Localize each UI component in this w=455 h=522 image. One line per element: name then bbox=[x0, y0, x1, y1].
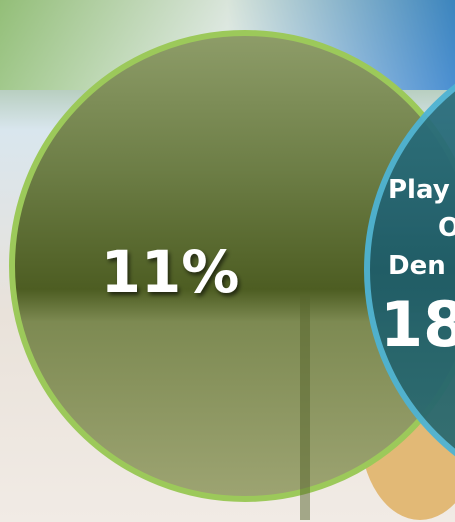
circle-text: O bbox=[438, 213, 455, 243]
page: 11% Play O Den 18 (() => { const data = … bbox=[0, 0, 455, 522]
circle-text: Den bbox=[388, 251, 446, 281]
background-shape bbox=[300, 295, 310, 520]
circle-text: Play bbox=[388, 175, 450, 205]
percent-label: 11% bbox=[101, 238, 240, 306]
infographic: 11% Play O Den 18 bbox=[0, 0, 455, 522]
percent-label: 18 bbox=[380, 288, 455, 361]
